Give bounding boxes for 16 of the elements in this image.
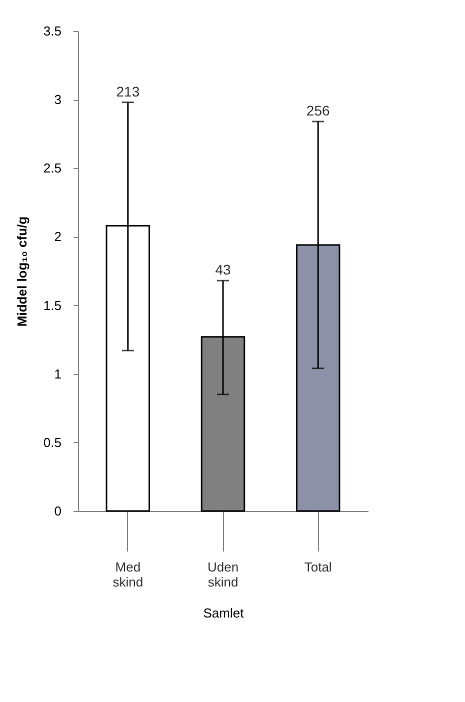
y-tick-label: 2 <box>54 229 62 244</box>
y-tick-label: 1.5 <box>43 298 62 313</box>
annotation: 256 <box>306 102 330 119</box>
y-tick-label: 2.5 <box>43 160 62 176</box>
y-tick-label: 3 <box>54 92 62 108</box>
annotation: 213 <box>116 83 140 100</box>
y-tick-label: 1 <box>54 366 62 382</box>
x-tick-label: Total <box>304 560 332 574</box>
y-axis-title: Middel log₁₀ cfu/g <box>14 216 30 327</box>
y-tick-label: 0.5 <box>43 434 62 450</box>
x-tick-label: Uden skind <box>207 560 239 590</box>
x-axis-title: Samlet <box>203 606 244 620</box>
annotation: 43 <box>215 262 231 278</box>
y-tick-label: 3.5 <box>43 24 62 38</box>
y-tick-label: 0 <box>54 504 62 518</box>
x-tick-label: Med skind <box>112 560 144 590</box>
